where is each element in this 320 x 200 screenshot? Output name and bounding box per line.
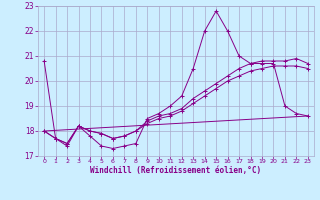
X-axis label: Windchill (Refroidissement éolien,°C): Windchill (Refroidissement éolien,°C) bbox=[91, 166, 261, 175]
